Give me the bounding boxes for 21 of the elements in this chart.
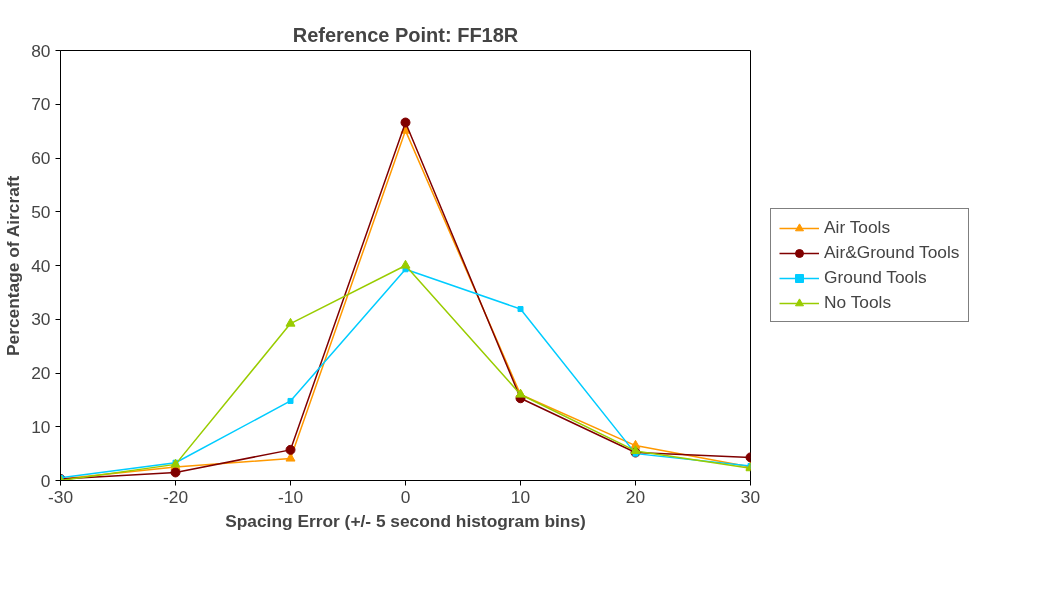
y-tick-label: 20: [31, 363, 51, 383]
y-tick-label: 50: [31, 201, 51, 222]
x-tick-label: -20: [162, 486, 189, 507]
x-axis-title: Spacing Error (+/- 5 second histogram bins): [225, 510, 586, 531]
x-tick-label: 10: [510, 486, 531, 507]
y-axis-title: Percentage of Aircraft: [3, 175, 24, 357]
y-tick-label: 30: [31, 309, 51, 330]
y-tick-label: 40: [31, 255, 51, 276]
x-tick-label: 0: [400, 486, 411, 507]
y-tick-label: 10: [31, 416, 51, 437]
y-tick-label: 80: [31, 40, 51, 61]
x-tick-label: 30: [740, 486, 761, 507]
legend-label: Air&Ground Tools: [824, 242, 960, 263]
legend-label: Ground Tools: [824, 267, 927, 288]
y-tick-label: 70: [31, 94, 51, 115]
x-tick-label: -10: [277, 486, 304, 507]
chart-title: Reference Point: FF18R: [292, 23, 519, 46]
y-tick-label: 60: [31, 148, 51, 168]
legend-label: Air Tools: [824, 217, 891, 238]
legend-label: No Tools: [824, 292, 892, 313]
x-tick-label: 20: [625, 486, 646, 507]
